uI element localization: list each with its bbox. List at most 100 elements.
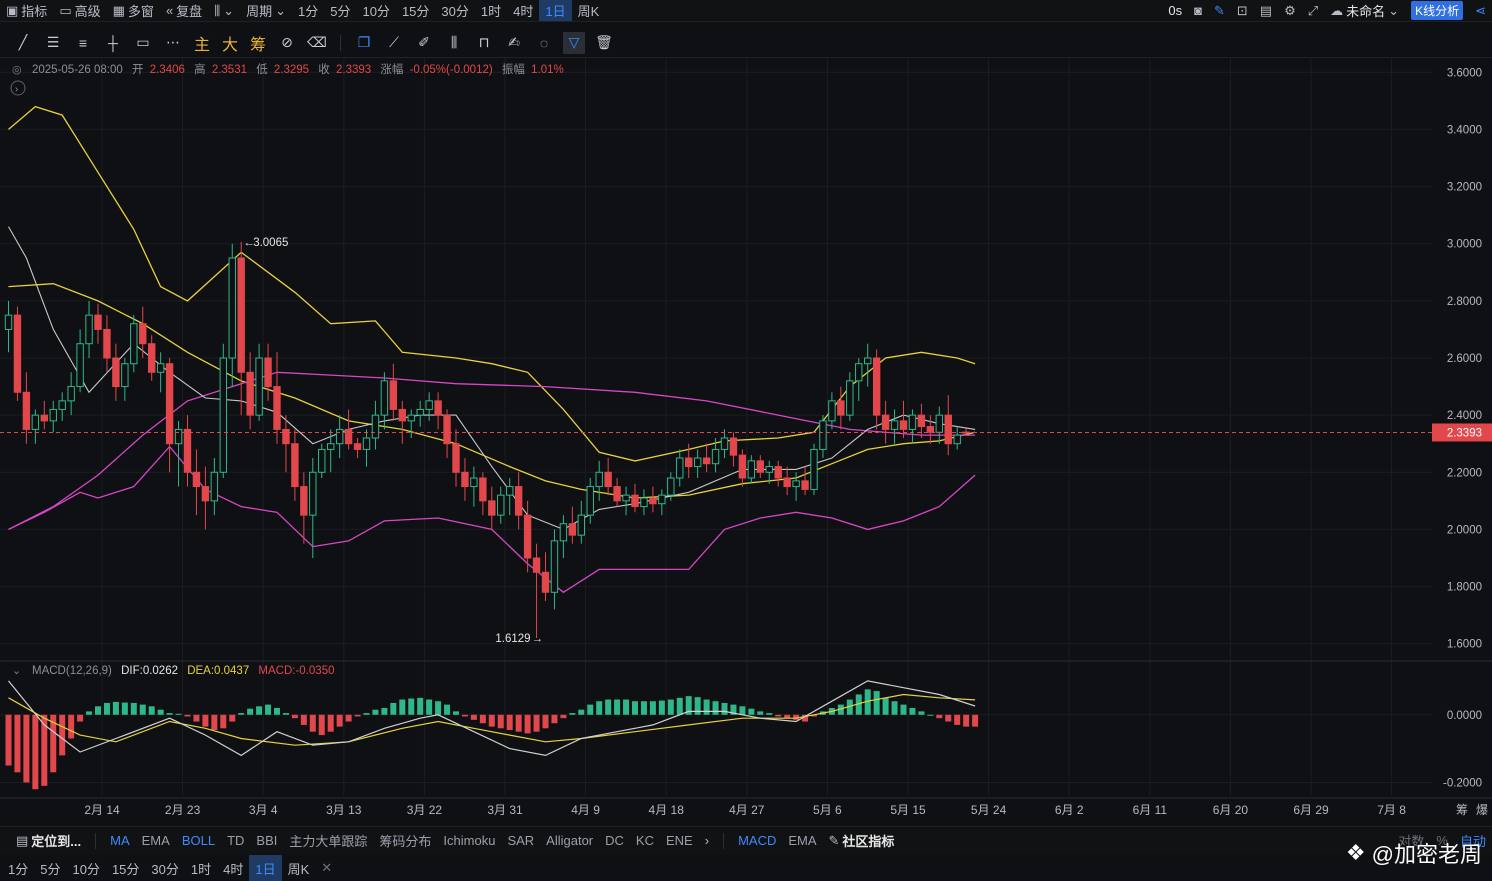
- candle-body[interactable]: [479, 477, 487, 502]
- locate-button[interactable]: ▤ 定位到...: [10, 827, 87, 854]
- indicator-12[interactable]: ENE: [665, 833, 693, 848]
- period-tab-3[interactable]: 15分: [401, 4, 430, 19]
- candle-body[interactable]: [318, 448, 326, 473]
- candle-body[interactable]: [4, 314, 13, 330]
- bottom-period-tab-2[interactable]: 10分: [72, 861, 100, 877]
- candle-body[interactable]: [201, 486, 210, 502]
- axis-extra-label[interactable]: 筹: [1456, 803, 1468, 817]
- auto-scale-button[interactable]: 自动: [1454, 827, 1492, 854]
- add-window-button[interactable]: ⊡: [1231, 0, 1254, 21]
- candle-body[interactable]: [13, 314, 22, 393]
- candle-body[interactable]: [559, 523, 568, 542]
- layout-menu[interactable]: ☁ 未命名 ⌄: [1324, 0, 1405, 21]
- candle-body[interactable]: [595, 471, 603, 488]
- candle-body[interactable]: [550, 540, 559, 593]
- candle-body[interactable]: [67, 386, 75, 402]
- candle-body[interactable]: [219, 357, 228, 473]
- filter-icon[interactable]: ▽: [563, 31, 586, 54]
- candle-body[interactable]: [881, 414, 890, 430]
- camera-button[interactable]: ◙: [1188, 0, 1208, 21]
- candle-body[interactable]: [935, 414, 943, 433]
- candle-body[interactable]: [685, 457, 693, 468]
- trash-icon[interactable]: 🗑: [595, 34, 613, 50]
- candle-body[interactable]: [407, 414, 415, 422]
- candle-body[interactable]: [130, 323, 138, 365]
- candle-body[interactable]: [872, 357, 881, 416]
- candle-body[interactable]: [729, 437, 738, 456]
- candle-body[interactable]: [353, 443, 362, 450]
- candle-body[interactable]: [443, 414, 451, 445]
- log-scale-button[interactable]: 对数: [1392, 827, 1430, 854]
- candle-body[interactable]: [720, 437, 729, 450]
- candle-body[interactable]: [514, 486, 523, 516]
- axis-extra-label[interactable]: 爆: [1476, 803, 1488, 817]
- indicator-5[interactable]: 主力大单跟踪: [289, 834, 368, 849]
- candle-body[interactable]: [899, 420, 908, 430]
- candle-body[interactable]: [344, 428, 353, 445]
- replay-menu[interactable]: «复盘: [160, 0, 208, 21]
- indicator-10[interactable]: DC: [605, 833, 624, 848]
- candle-body[interactable]: [640, 497, 648, 508]
- candle-body[interactable]: [604, 471, 612, 488]
- candle-body[interactable]: [174, 428, 183, 445]
- candle-body[interactable]: [434, 400, 442, 416]
- candle-body[interactable]: [237, 257, 245, 373]
- candle-body[interactable]: [702, 457, 711, 465]
- candle-body[interactable]: [192, 471, 201, 488]
- settings-button[interactable]: ⚙: [1278, 0, 1302, 21]
- candle-body[interactable]: [783, 477, 791, 488]
- period-menu[interactable]: 周期 ⌄: [240, 0, 292, 21]
- big-order-button[interactable]: 大: [222, 36, 239, 54]
- cross-line-icon[interactable]: ┼: [108, 34, 118, 51]
- candle-body[interactable]: [425, 400, 433, 410]
- magnet-icon[interactable]: ⊘: [281, 34, 293, 50]
- indicator-6[interactable]: 筹码分布: [379, 834, 432, 849]
- candle-body[interactable]: [335, 428, 344, 445]
- candle-body[interactable]: [658, 494, 666, 505]
- indicator-1[interactable]: EMA: [141, 833, 170, 848]
- period-tab-2[interactable]: 10分: [362, 4, 390, 19]
- candle-body[interactable]: [864, 357, 872, 365]
- visibility-icon[interactable]: ◎: [12, 64, 22, 76]
- brush-icon[interactable]: ✐: [418, 34, 430, 50]
- bottom-period-tab-6[interactable]: 4时: [223, 861, 244, 877]
- candle-body[interactable]: [210, 471, 219, 502]
- sub-indicator-0[interactable]: MACD: [738, 833, 777, 848]
- period-tab-1[interactable]: 5分: [330, 4, 351, 19]
- indicator-4[interactable]: BBI: [256, 833, 278, 848]
- candle-body[interactable]: [282, 428, 290, 445]
- candle-body[interactable]: [488, 500, 496, 516]
- candle-body[interactable]: [667, 477, 675, 496]
- candle-body[interactable]: [327, 443, 335, 450]
- candle-body[interactable]: [586, 486, 594, 516]
- candle-body[interactable]: [389, 380, 398, 410]
- chip-button[interactable]: 筹: [250, 36, 267, 54]
- candle-body[interactable]: [183, 428, 192, 473]
- candle-body[interactable]: [541, 571, 550, 593]
- candle-body[interactable]: [112, 357, 120, 388]
- bottom-period-tab-1[interactable]: 5分: [40, 861, 61, 877]
- candle-body[interactable]: [264, 357, 272, 388]
- candle-body[interactable]: [121, 363, 129, 388]
- indicator-menu[interactable]: ▣ 指标: [0, 0, 53, 21]
- multi-window-menu[interactable]: ▦ 多窗: [107, 0, 160, 21]
- candle-body[interactable]: [890, 420, 899, 430]
- candle-body[interactable]: [461, 471, 469, 488]
- candle-body[interactable]: [649, 497, 657, 505]
- candle-body[interactable]: [246, 371, 254, 416]
- candle-body[interactable]: [819, 420, 827, 450]
- candle-body[interactable]: [273, 386, 281, 430]
- candle-body[interactable]: [40, 414, 48, 422]
- fullscreen-button[interactable]: ⤢: [1302, 0, 1324, 21]
- percent-button[interactable]: %: [1430, 827, 1454, 854]
- candle-body[interactable]: [416, 408, 424, 416]
- period-tab-5[interactable]: 1时: [480, 4, 502, 19]
- candle-body[interactable]: [470, 477, 478, 488]
- pen-button[interactable]: ✎: [1208, 0, 1231, 21]
- parallel-lines-icon[interactable]: ☰: [46, 34, 60, 50]
- candle-body[interactable]: [917, 414, 926, 428]
- candle-body[interactable]: [837, 400, 845, 416]
- bottom-period-tab-7[interactable]: 1日: [249, 855, 282, 881]
- indicator-11[interactable]: KC: [635, 833, 654, 848]
- horizontal-lines-icon[interactable]: ≡: [78, 34, 88, 51]
